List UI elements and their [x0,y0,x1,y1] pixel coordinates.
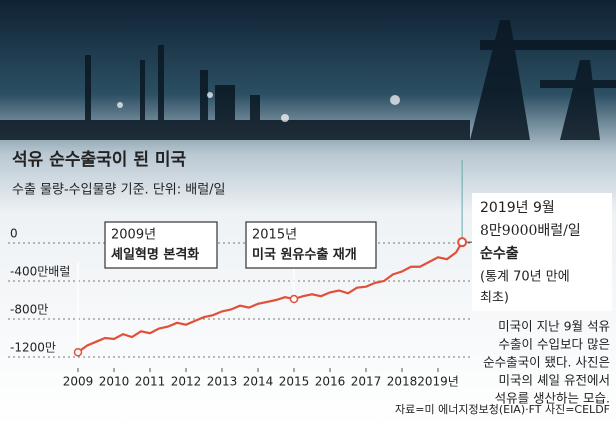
y-tick-label: -400만배럴 [10,265,70,279]
y-tick-label: -800만 [10,303,48,317]
callout-amount: 8만9000배럴/일 [480,223,581,239]
caption: 미국이 지난 9월 석유 [498,319,610,334]
callout-note: (통계 70년 만에 [480,270,570,285]
y-tick-label: 0 [10,227,18,241]
refinery-silhouette [0,20,616,140]
source: 자료=미 에너지정보청(EIA)·FT 사진=CELDF [395,403,610,416]
caption: 석유를 생산하는 모습. [495,391,610,406]
callout-date: 2019년 9월 [480,200,555,216]
x-tick-label: 2012 [171,375,202,389]
annotation-box [245,221,377,269]
x-tick-label: 2010 [99,375,130,389]
x-tick-label: 2015 [279,375,310,389]
caption: 미국의 셰일 유전에서 [499,373,610,388]
x-tick-label: 2018 [387,375,418,389]
x-tick-label: 2009 [63,375,94,389]
x-tick-label: 2017 [351,375,382,389]
highlight-point [73,348,83,357]
callout-note: 최초) [480,291,509,306]
callout-box [472,193,612,311]
chart-title: 석유 순수출국이 된 미국 [12,150,187,170]
x-tick-label: 2011 [135,375,166,389]
data-line [77,241,464,354]
x-tick-label: 2013 [207,375,238,389]
x-tick-label: 2019년 [417,375,459,389]
y-tick-label: -1200만 [10,341,56,355]
callout-label: 순수출 [480,245,519,262]
chart-subtitle: 수출 물량-수입물량 기준. 단위: 배럴/일 [12,183,226,198]
annotation-year: 2015년 [252,228,297,243]
caption: 순수출국이 됐다. 사진은 [483,355,610,370]
annotation-box [104,221,218,269]
annotation-text: 미국 원유수출 재개 [252,247,357,263]
x-tick-label: 2014 [243,375,274,389]
highlight-point [289,294,299,304]
end-point [457,237,468,248]
lights [117,92,400,122]
x-tick-label: 2016 [315,375,346,389]
annotation-year: 2009년 [111,228,156,243]
caption: 수출이 수입보다 많은 [499,337,610,352]
annotation-text: 셰일혁명 본격화 [111,247,199,263]
